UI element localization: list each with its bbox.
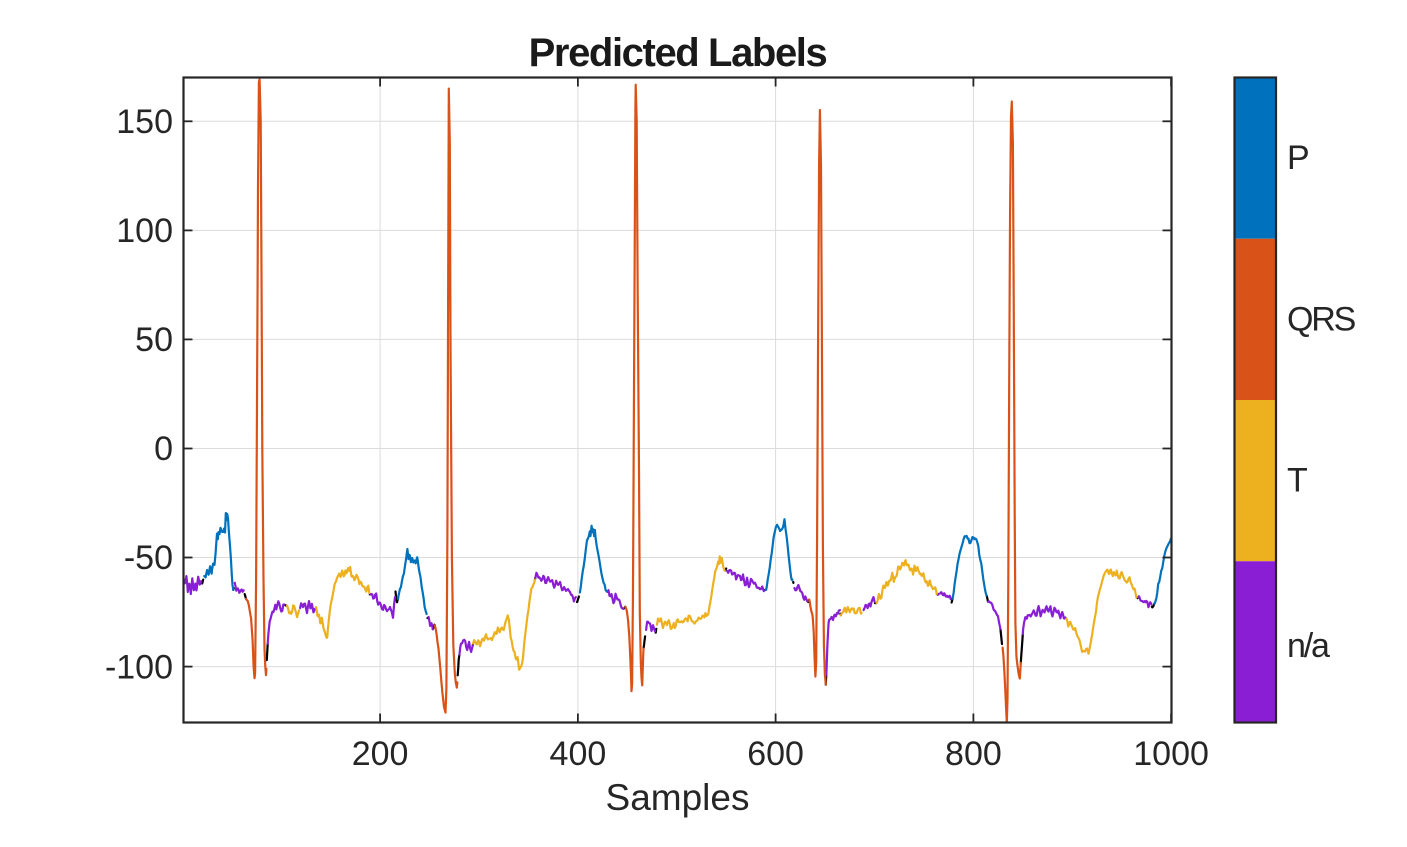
svg-text:50: 50 [135,321,173,359]
svg-text:100: 100 [116,212,173,250]
svg-text:P: P [1287,139,1308,177]
svg-text:-50: -50 [124,539,173,577]
svg-text:T: T [1287,462,1307,500]
svg-text:600: 600 [747,735,804,773]
svg-text:-100: -100 [105,648,173,686]
svg-text:Predicted Labels: Predicted Labels [529,31,827,75]
svg-text:n/a: n/a [1287,627,1330,665]
svg-text:QRS: QRS [1287,300,1356,338]
svg-text:800: 800 [945,735,1002,773]
svg-text:400: 400 [550,735,607,773]
svg-text:150: 150 [116,103,173,141]
svg-text:0: 0 [154,430,173,468]
svg-text:1000: 1000 [1133,735,1209,773]
svg-text:200: 200 [352,735,409,773]
svg-text:Samples: Samples [606,777,750,818]
